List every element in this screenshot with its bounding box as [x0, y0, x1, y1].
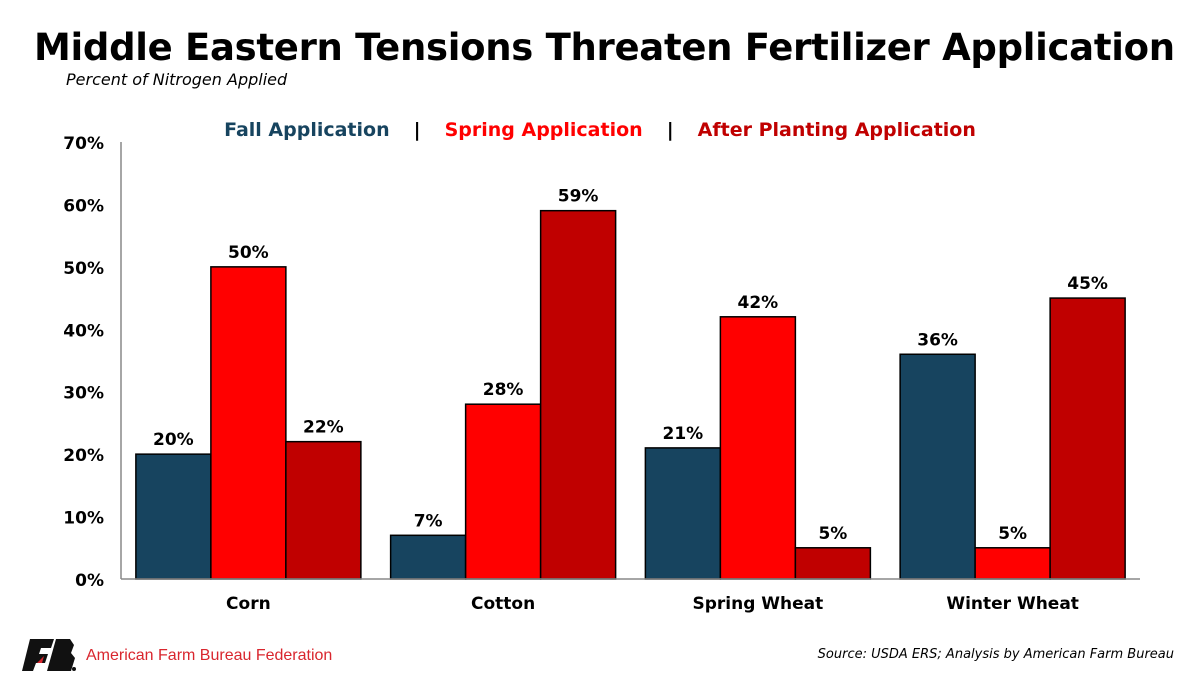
bar [719, 316, 797, 580]
x-tick-label: Spring Wheat [692, 594, 823, 614]
legend-after-planting: After Planting Application [697, 119, 976, 141]
bar [464, 403, 542, 580]
legend-separator: | [666, 119, 674, 141]
y-tick-label: 30% [63, 384, 104, 404]
bar [135, 453, 212, 580]
bar [285, 440, 362, 580]
bar [974, 547, 1051, 580]
data-label: 22% [303, 418, 344, 438]
data-label: 42% [738, 293, 779, 313]
bar [644, 447, 722, 580]
data-label: 28% [483, 380, 524, 400]
x-tick-label: Cotton [471, 594, 535, 614]
organization-name: American Farm Bureau Federation [86, 647, 333, 664]
y-tick-label: 20% [63, 446, 104, 466]
y-tick-label: 40% [63, 321, 104, 341]
data-label: 50% [228, 243, 269, 263]
data-label: 20% [153, 430, 194, 450]
y-tick-label: 10% [63, 509, 104, 529]
legend-spring: Spring Application [444, 119, 643, 141]
data-label: 36% [917, 330, 958, 350]
legend-separator: | [413, 119, 421, 141]
data-label: 21% [663, 424, 704, 444]
y-tick-label: 50% [63, 259, 104, 279]
chart-title: Middle Eastern Tensions Threaten Fertili… [34, 26, 1175, 69]
bar [1049, 297, 1126, 580]
data-label: 5% [818, 524, 847, 544]
y-tick-label: 70% [63, 134, 104, 154]
x-tick-label: Winter Wheat [946, 594, 1079, 614]
data-label: 45% [1067, 274, 1108, 294]
legend: Fall Application | Spring Application | Afte… [0, 119, 1200, 141]
data-label: 5% [998, 524, 1027, 544]
x-tick-label: Corn [226, 594, 271, 614]
legend-fall: Fall Application [224, 119, 390, 141]
fb-logo [22, 639, 76, 671]
y-tick-label: 60% [63, 196, 104, 216]
bar [794, 547, 872, 580]
bar [389, 534, 467, 580]
bar [210, 266, 287, 580]
y-tick-label: 0% [75, 571, 104, 591]
chart-subtitle: Percent of Nitrogen Applied [66, 70, 288, 89]
data-label: 7% [414, 511, 443, 531]
bar [539, 209, 617, 580]
data-label: 59% [558, 187, 599, 207]
source-note: Source: USDA ERS; Analysis by American F… [817, 647, 1174, 662]
bar [899, 353, 976, 580]
